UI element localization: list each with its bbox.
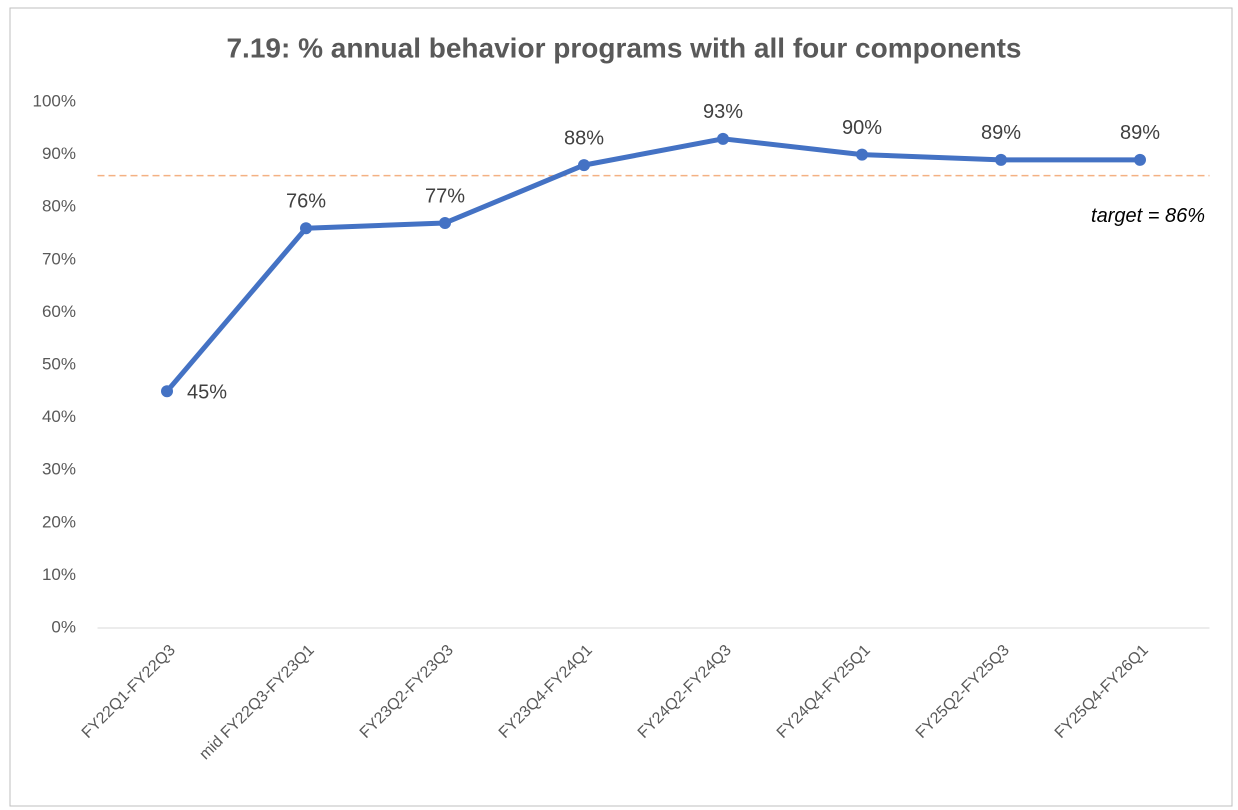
line: [165, 136, 1140, 393]
y-tick-label: 40%: [42, 407, 76, 426]
y-tick-label: 90%: [42, 144, 76, 163]
chart-frame: [9, 7, 1233, 807]
point: [161, 385, 173, 398]
data-label: 89%: [981, 122, 1021, 144]
point: [300, 222, 312, 235]
y-tick-label: 10%: [42, 565, 76, 584]
y-tick-label: 20%: [42, 512, 76, 531]
data-label: 77%: [425, 185, 465, 207]
data-label: 93%: [703, 101, 743, 123]
point: [439, 216, 451, 229]
y-tick-label: 100%: [33, 91, 76, 110]
point: [856, 148, 868, 161]
y-tick-label: 30%: [42, 460, 76, 479]
data-label: 88%: [564, 127, 604, 149]
point: [995, 153, 1007, 166]
data-label: 90%: [842, 117, 882, 139]
point: [717, 132, 729, 145]
point: [1134, 153, 1146, 166]
target-label: target = 86%: [1091, 205, 1205, 227]
point: [578, 159, 590, 172]
chart-title: 7.19: % annual behavior programs with al…: [226, 32, 1021, 63]
data-label: 45%: [187, 382, 227, 404]
data-label: 76%: [286, 191, 326, 213]
y-tick-label: 70%: [42, 249, 76, 268]
y-tick-label: 80%: [42, 197, 76, 216]
data-label: 89%: [1120, 122, 1160, 144]
y-tick-label: 0%: [51, 617, 76, 636]
y-tick-label: 50%: [42, 354, 76, 373]
y-tick-label: 60%: [42, 302, 76, 321]
